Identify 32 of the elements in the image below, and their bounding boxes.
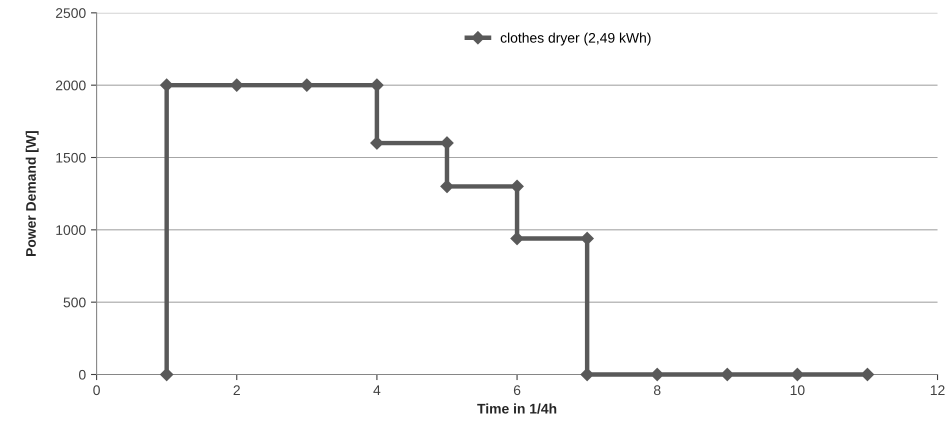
- point: [580, 232, 594, 246]
- point: [160, 368, 174, 382]
- point: [650, 368, 664, 382]
- y-tick-label: 500: [64, 298, 86, 308]
- point: [580, 368, 594, 382]
- point: [230, 78, 244, 92]
- y-tick-label: 2000: [56, 80, 86, 90]
- y-tick-label: 1500: [56, 152, 86, 163]
- x-tick-label: 6: [514, 385, 520, 396]
- y-axis-title: Power Demand [W]: [26, 131, 39, 256]
- x-axis-title: Time in 1/4h: [477, 403, 556, 414]
- y-tick-label: 1000: [56, 225, 86, 236]
- point: [510, 232, 524, 246]
- point: [370, 136, 384, 150]
- point: [370, 78, 384, 92]
- point: [300, 78, 314, 92]
- point: [510, 180, 524, 194]
- legend-label: clothes dryer (2,49 kWh): [500, 32, 651, 46]
- x-tick-label: 2: [234, 385, 240, 395]
- point: [440, 136, 454, 150]
- point: [790, 368, 804, 382]
- x-tick-label: 4: [373, 385, 380, 395]
- x-tick-label: 8: [654, 385, 660, 396]
- y-tick-label: 0: [78, 370, 86, 380]
- point: [860, 368, 874, 382]
- x-tick-label: 10: [790, 385, 805, 396]
- point: [440, 180, 454, 194]
- x-tick-label: 0: [93, 385, 100, 396]
- point: [720, 368, 734, 382]
- point: [160, 78, 174, 92]
- y-tick-label: 2500: [56, 8, 86, 18]
- x-tick-label: 12: [930, 385, 945, 395]
